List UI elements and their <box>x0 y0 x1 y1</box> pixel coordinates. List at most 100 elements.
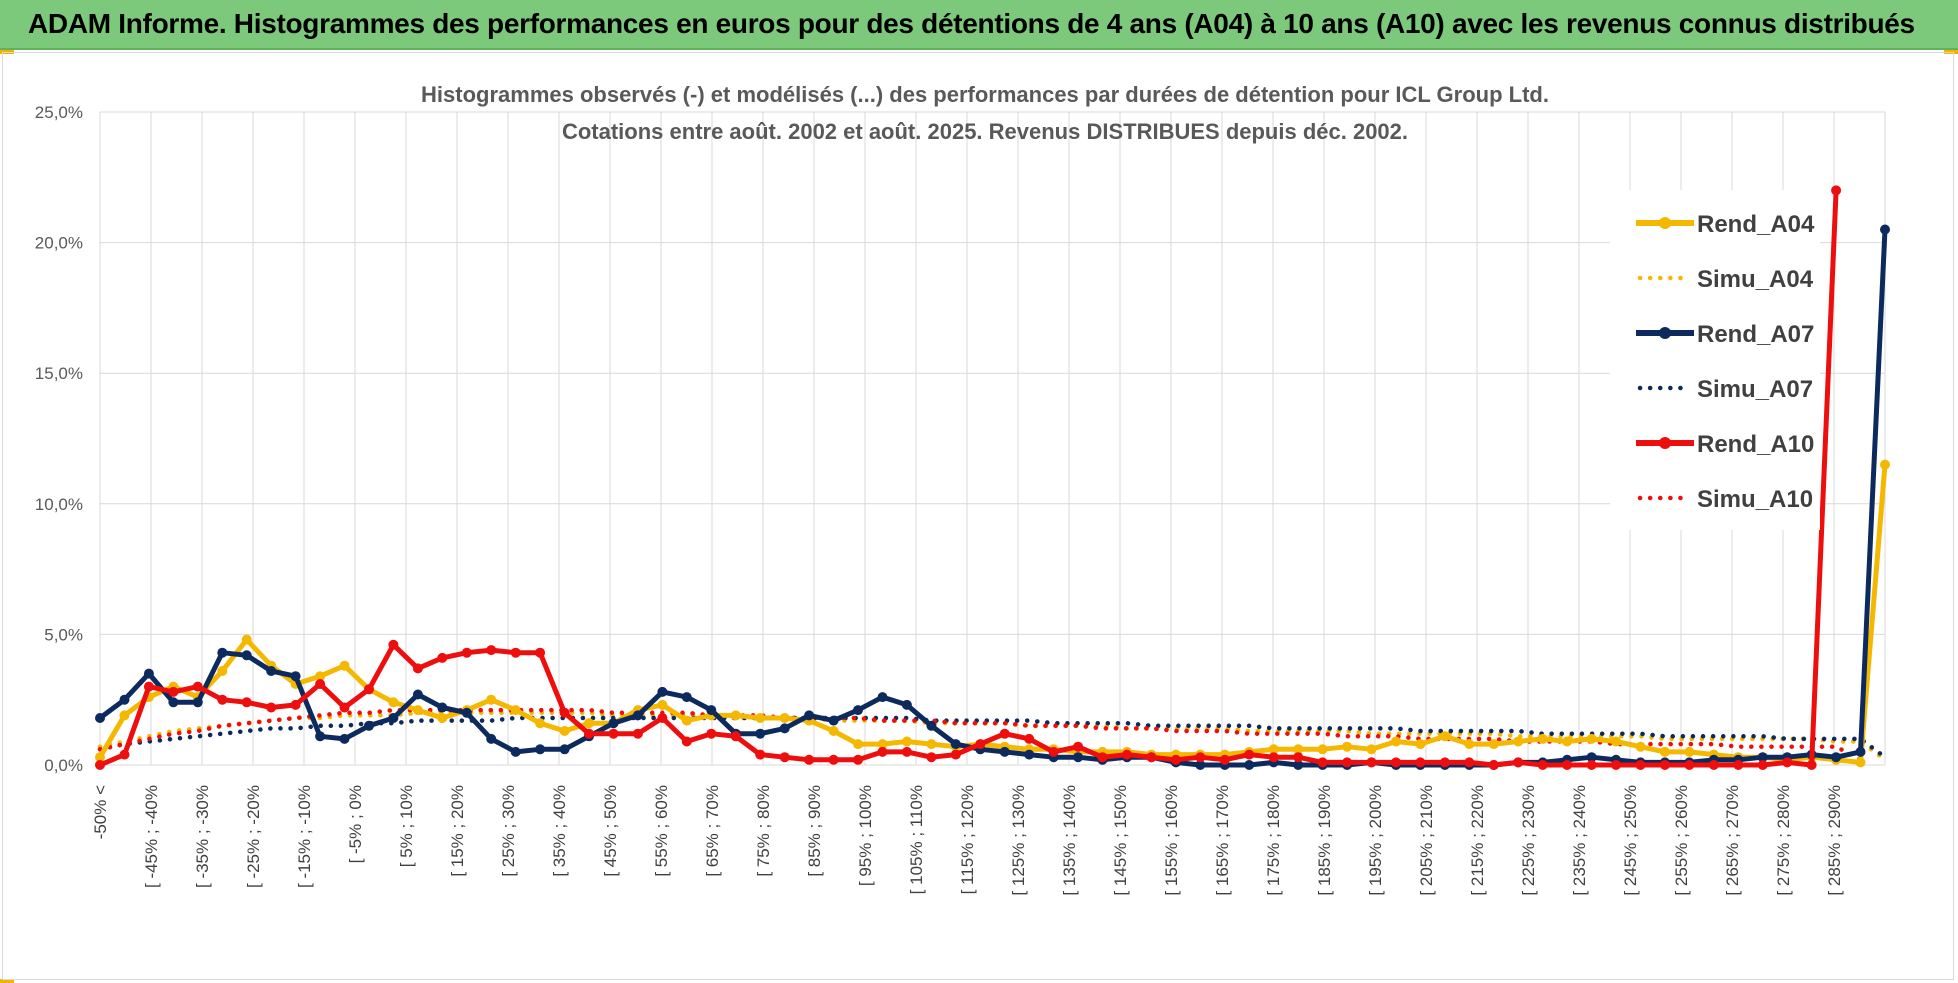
rend-a04-point <box>1464 739 1475 750</box>
report-title: ADAM Informe. Histogrammes des performan… <box>28 8 1915 39</box>
rend-a10-point <box>1586 760 1597 770</box>
rend-a07-point <box>706 705 717 716</box>
rend-a10-point <box>437 652 448 663</box>
rend-a07-point <box>901 699 912 710</box>
rend-a10-point <box>143 681 154 692</box>
rend-a10-point <box>999 728 1010 739</box>
x-tick-label: [ 195% ; 200% <box>1366 785 1385 896</box>
rend-a07-point <box>192 697 203 708</box>
rend-a07-point <box>1195 760 1206 770</box>
rend-a07-point <box>1855 746 1866 757</box>
rend-a07-point <box>828 715 839 726</box>
x-tick-label: [ 155% ; 160% <box>1162 785 1181 896</box>
rend-a07-point <box>926 720 937 731</box>
rend-a04-point <box>1586 733 1597 744</box>
rend-a07-point <box>241 650 252 661</box>
x-tick-label: [ -15% ; -10% <box>295 785 314 888</box>
rend-a07-point <box>804 710 815 721</box>
rend-a04-point <box>1268 744 1279 755</box>
rend-a04-point <box>1537 733 1548 744</box>
x-tick-label: [ -25% ; -20% <box>244 785 263 888</box>
rend-a10-point <box>1464 757 1475 768</box>
x-tick-label: [ 5% ; 10% <box>397 785 416 867</box>
x-tick-label: [ 105% ; 110% <box>907 785 926 894</box>
y-tick-label: 25,0% <box>35 103 83 122</box>
rend-a10-point <box>1733 760 1744 770</box>
rend-a07-point <box>364 720 374 731</box>
series-rend-a10 <box>95 185 1842 770</box>
rend-a10-point <box>950 749 961 760</box>
x-tick-label: [ 45% ; 50% <box>601 785 620 877</box>
rend-a10-point <box>1708 760 1719 770</box>
rend-a10-point <box>853 754 863 765</box>
rend-a04-point <box>1611 736 1621 747</box>
rend-a10-point <box>388 639 399 650</box>
rend-a10-point <box>1831 185 1842 196</box>
rend-a10-point <box>1806 760 1817 770</box>
x-tick-label: [ 75% ; 80% <box>754 785 773 877</box>
x-tick-label: [ 115% ; 120% <box>958 785 977 894</box>
rend-a10-point <box>706 728 717 739</box>
rend-a07-point <box>853 705 863 716</box>
rend-a07-point <box>510 746 521 757</box>
chart-subtitle: Cotations entre août. 2002 et août. 2025… <box>562 119 1408 144</box>
x-tick-label: [ 245% ; 250% <box>1621 785 1640 896</box>
rend-a04-point <box>510 705 521 716</box>
rend-a07-point <box>657 686 668 697</box>
rend-a10-point <box>1611 760 1621 770</box>
rend-a04-point <box>681 715 692 726</box>
rend-a10-point <box>1684 760 1695 770</box>
x-tick-label: [ 235% ; 240% <box>1570 785 1589 896</box>
rend-a10-point <box>1342 757 1353 768</box>
rend-a10-point <box>290 699 301 710</box>
rend-a07-point <box>290 671 301 682</box>
rend-a10-point <box>975 739 986 750</box>
x-tick-label: [ -5% ; 0% <box>346 785 365 863</box>
y-tick-label: 15,0% <box>35 364 83 383</box>
legend-marker-rend-a10 <box>1659 437 1671 449</box>
rend-a10-point <box>1782 757 1793 768</box>
rend-a07-point <box>168 697 179 708</box>
x-tick-label: [ 85% ; 90% <box>805 785 824 877</box>
rend-a04-point <box>1562 736 1573 747</box>
legend-label-simu-a07: Simu_A07 <box>1697 376 1813 403</box>
rend-a04-point <box>828 726 839 736</box>
x-tick-label: [ 55% ; 60% <box>652 785 671 877</box>
rend-a10-point <box>364 684 374 695</box>
rend-a07-point <box>95 713 105 723</box>
rend-a10-point <box>1537 760 1548 770</box>
rend-a10-point <box>1268 752 1279 763</box>
rend-a10-point <box>804 754 815 765</box>
legend-label-rend-a10: Rend_A10 <box>1697 431 1814 458</box>
rend-a07-point <box>1757 752 1768 763</box>
rend-a04-point <box>1391 736 1401 747</box>
rend-a10-point <box>461 647 472 658</box>
rend-a10-point <box>1244 749 1255 760</box>
x-tick-label: [ 165% ; 170% <box>1213 785 1232 896</box>
rend-a04-point <box>1513 736 1524 747</box>
report-banner: ADAM Informe. Histogrammes des performan… <box>0 0 1958 50</box>
rend-a04-point <box>1439 731 1450 742</box>
rend-a10-point <box>1659 760 1670 770</box>
rend-a04-point <box>388 697 399 708</box>
x-tick-label: [ 135% ; 140% <box>1060 785 1079 896</box>
rend-a04-point <box>1880 459 1890 470</box>
rend-a10-point <box>559 707 570 718</box>
legend-label-simu-a04: Simu_A04 <box>1697 266 1814 293</box>
rend-a10-point <box>510 647 521 658</box>
rend-a04-point <box>535 718 546 729</box>
rend-a07-point <box>779 723 790 734</box>
rend-a10-point <box>1513 757 1524 768</box>
rend-a10-point <box>1415 757 1426 768</box>
y-tick-label: 20,0% <box>35 234 83 253</box>
y-tick-label: 5,0% <box>44 625 83 644</box>
rend-a04-point <box>1659 746 1670 757</box>
rend-a04-point <box>1366 744 1377 755</box>
chart-frame <box>2 52 1954 980</box>
x-tick-label: [ 265% ; 270% <box>1723 785 1742 896</box>
legend-label-rend-a04: Rend_A04 <box>1697 211 1815 238</box>
rend-a10-point <box>192 681 203 692</box>
rend-a04-point <box>559 726 570 736</box>
rend-a04-point <box>1684 746 1695 757</box>
rend-a10-point <box>901 746 912 757</box>
